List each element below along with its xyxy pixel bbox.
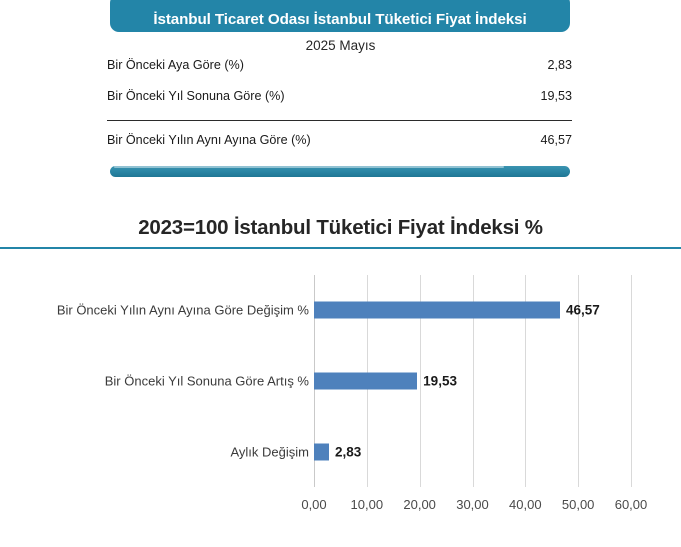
bar[interactable]: [314, 443, 329, 461]
bar-group: Aylık Değişim 2,83: [0, 275, 681, 461]
table-row: Bir Önceki Yıl Sonuna Göre (%) 19,53: [107, 89, 572, 120]
gridline: [631, 275, 632, 487]
card-subtitle: 2025 Mayıs: [305, 38, 376, 53]
table-row-value: 46,57: [540, 133, 572, 147]
x-axis-tick-label: 10,00: [350, 497, 384, 512]
gridline: [525, 275, 527, 487]
card-header-bar: İstanbul Ticaret Odası İstanbul Tüketici…: [110, 0, 570, 32]
x-axis-tick-label: 50,00: [561, 497, 595, 512]
x-axis-tick-label: 60,00: [614, 497, 648, 512]
table-row-value: 19,53: [540, 89, 572, 103]
category-label: Bir Önceki Yıl Sonuna Göre Artış %: [104, 373, 309, 389]
gridline: [419, 275, 421, 487]
chart-title-rule: [0, 247, 681, 249]
table-row: Bir Önceki Aya Göre (%) 2,83: [107, 58, 572, 89]
table-row-total: Bir Önceki Yılın Aynı Ayına Göre (%) 46,…: [107, 133, 572, 157]
bar-value-label: 2,83: [334, 444, 362, 460]
gridline: [472, 275, 474, 487]
x-axis-tick-label: 30,00: [456, 497, 489, 512]
gridline: [578, 275, 580, 487]
x-axis-tick-label: 20,00: [403, 497, 436, 512]
x-axis: 0,00 10,00 20,00 30,00 40,00 50,00 60,00: [0, 497, 681, 521]
bar[interactable]: [314, 301, 561, 319]
category-label: Bir Önceki Yılın Aynı Ayına Göre Değişim…: [56, 302, 309, 318]
table-row-label: Bir Önceki Aya Göre (%): [107, 58, 244, 72]
table-row-value: 2,83: [547, 58, 572, 72]
card-footer-bar: [110, 166, 570, 177]
x-axis-tick-label: 0,00: [301, 497, 327, 512]
card-title: İstanbul Ticaret Odası İstanbul Tüketici…: [153, 11, 527, 28]
index-summary-card: İstanbul Ticaret Odası İstanbul Tüketici…: [0, 0, 681, 200]
bar-group: Bir Önceki Yıl Sonuna Göre Artış % 19,53: [0, 275, 681, 390]
x-axis-tick-label: 40,00: [509, 497, 542, 512]
chart-title: 2023=100 İstanbul Tüketici Fiyat İndeksi…: [138, 216, 543, 239]
category-label: Aylık Değişim: [230, 444, 309, 460]
table-row-label: Bir Önceki Yıl Sonuna Göre (%): [107, 89, 285, 103]
bar-value-label: 46,57: [566, 302, 600, 318]
table-divider: [107, 120, 572, 121]
table-row-label: Bir Önceki Yılın Aynı Ayına Göre (%): [107, 133, 311, 147]
bar-value-label: 19,53: [423, 373, 457, 389]
bar-chart: 2023=100 İstanbul Tüketici Fiyat İndeksi…: [0, 205, 681, 547]
index-table: Bir Önceki Aya Göre (%) 2,83 Bir Önceki …: [107, 58, 572, 120]
bar[interactable]: [314, 372, 418, 390]
bar-group: Bir Önceki Yılın Aynı Ayına Göre Değişim…: [0, 275, 681, 346]
plot-area: Bir Önceki Yılın Aynı Ayına Göre Değişim…: [0, 275, 681, 487]
